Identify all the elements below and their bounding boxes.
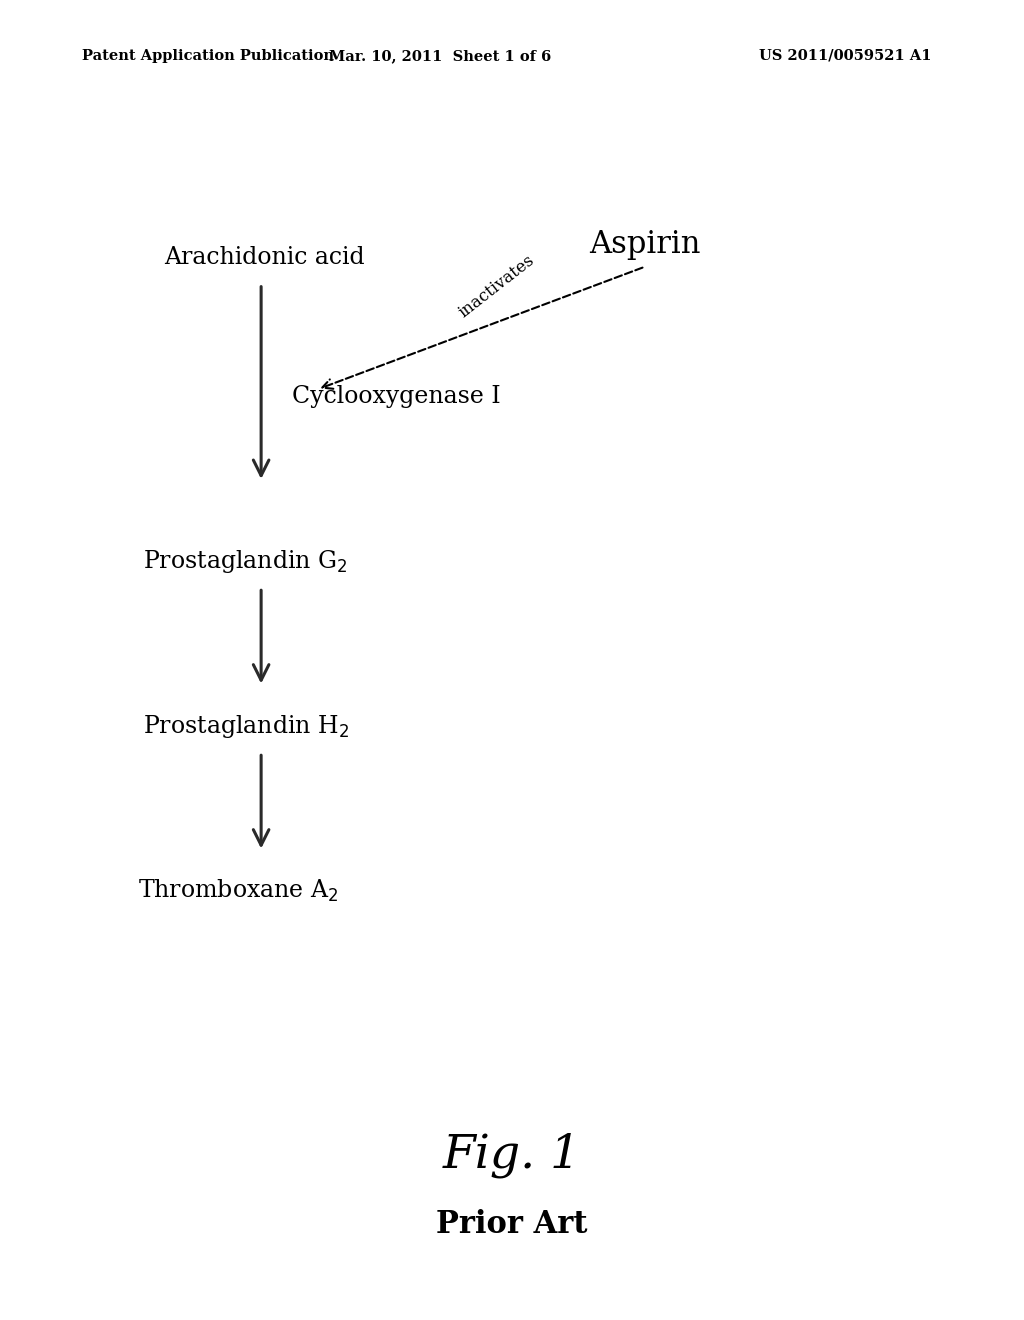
- Text: Fig. 1: Fig. 1: [442, 1133, 582, 1177]
- Text: Prostaglandin G$_2$: Prostaglandin G$_2$: [143, 548, 348, 574]
- Text: inactivates: inactivates: [456, 251, 538, 321]
- Text: Arachidonic acid: Arachidonic acid: [164, 246, 365, 269]
- Text: Prior Art: Prior Art: [436, 1209, 588, 1241]
- Text: Thromboxane A$_2$: Thromboxane A$_2$: [138, 878, 339, 904]
- Text: Aspirin: Aspirin: [590, 228, 700, 260]
- Text: Patent Application Publication: Patent Application Publication: [82, 49, 334, 63]
- Text: Cyclooxygenase I: Cyclooxygenase I: [292, 384, 501, 408]
- Text: Mar. 10, 2011  Sheet 1 of 6: Mar. 10, 2011 Sheet 1 of 6: [329, 49, 552, 63]
- Text: Prostaglandin H$_2$: Prostaglandin H$_2$: [143, 713, 349, 739]
- Text: US 2011/0059521 A1: US 2011/0059521 A1: [760, 49, 932, 63]
